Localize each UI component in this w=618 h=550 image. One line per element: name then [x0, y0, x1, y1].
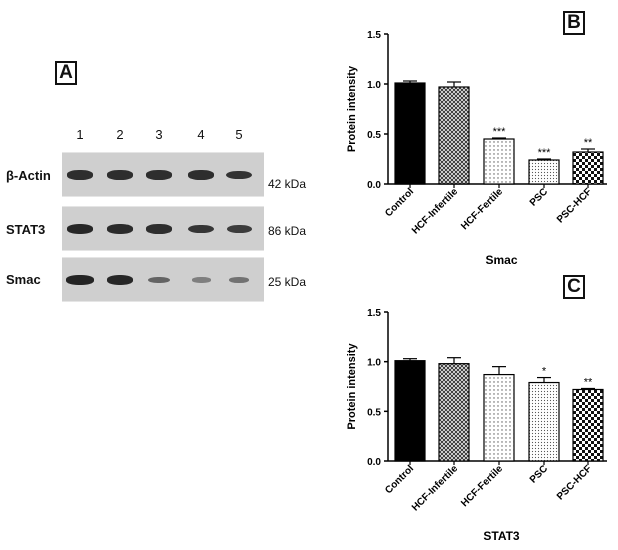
blot-row-label: STAT3 — [6, 222, 46, 237]
significance-label: *** — [538, 147, 552, 159]
x-tick-label: HCF-Fertile — [459, 463, 505, 509]
x-tick-label: PSC-HCF — [555, 463, 594, 502]
significance-label: ** — [584, 376, 593, 388]
blot-strip-actin — [62, 152, 264, 197]
x-tick-label: HCF-Infertile — [410, 186, 461, 237]
x-tick-label: PSC — [528, 186, 550, 208]
blot-row-label: Smac — [6, 272, 41, 287]
blot-row-label: β-Actin — [6, 168, 51, 183]
x-axis-title: STAT3 — [483, 529, 520, 543]
blot-band — [145, 170, 173, 180]
bar — [394, 360, 426, 462]
bar — [528, 159, 560, 185]
lane-number: 3 — [155, 127, 163, 142]
blot-band — [66, 170, 94, 180]
x-tick-label: Control — [383, 463, 416, 496]
bar — [483, 373, 515, 462]
lane-number: 5 — [235, 127, 243, 142]
blot-strip-stat3 — [62, 206, 264, 251]
x-axis-title: Smac — [485, 253, 517, 267]
x-tick-label: Control — [383, 186, 416, 219]
lane-number: 1 — [76, 127, 84, 142]
y-axis-title: Protein intensity — [346, 343, 358, 430]
blot-band — [148, 276, 170, 284]
blot-band — [106, 170, 134, 180]
y-tick-label: 1.0 — [367, 358, 381, 369]
x-tick-label: PSC — [528, 463, 550, 485]
x-tick-label: PSC-HCF — [555, 186, 594, 225]
x-tick-label: HCF-Fertile — [459, 186, 505, 232]
blot-band — [145, 224, 173, 234]
y-tick-label: 1.5 — [367, 30, 381, 41]
bar — [572, 388, 604, 462]
significance-label: *** — [493, 126, 507, 138]
panel-label-c: C — [563, 275, 585, 299]
y-axis-title: Protein intensity — [346, 65, 358, 152]
bar — [572, 151, 604, 185]
bar — [438, 86, 470, 185]
y-tick-label: 0.5 — [367, 130, 381, 141]
blot-band — [226, 224, 252, 234]
blot-band — [191, 277, 211, 283]
panel-label-b: B — [563, 11, 585, 35]
y-tick-label: 1.0 — [367, 80, 381, 91]
bar — [483, 138, 515, 185]
blot-band — [226, 170, 252, 180]
significance-label: * — [542, 366, 547, 378]
blot-band — [106, 224, 134, 234]
blot-strip-smac — [62, 257, 264, 302]
blot-band — [228, 276, 250, 284]
significance-label: ** — [584, 137, 593, 149]
bar — [438, 363, 470, 462]
blot-band — [66, 224, 94, 234]
y-tick-label: 1.5 — [367, 308, 381, 319]
bar — [528, 381, 560, 462]
lane-number: 2 — [116, 127, 124, 142]
blot-band — [187, 170, 215, 180]
kda-label: 25 kDa — [268, 275, 307, 289]
y-tick-label: 0.0 — [367, 457, 381, 468]
blot-band — [188, 224, 214, 234]
y-tick-label: 0.0 — [367, 180, 381, 191]
kda-label: 86 kDa — [268, 224, 307, 238]
lane-number: 4 — [197, 127, 205, 142]
bar — [394, 82, 426, 185]
blot-band — [66, 275, 94, 285]
y-tick-label: 0.5 — [367, 407, 381, 418]
kda-label: 42 kDa — [268, 177, 307, 191]
panel-label-a: A — [55, 61, 77, 85]
x-tick-label: HCF-Infertile — [410, 463, 461, 514]
blot-band — [106, 275, 134, 285]
